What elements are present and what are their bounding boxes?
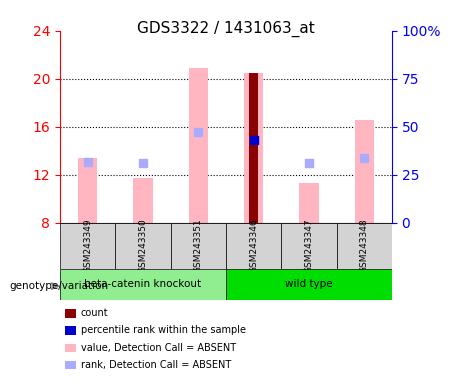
Text: GSM243350: GSM243350	[138, 218, 148, 273]
Bar	[244, 73, 263, 223]
Point	[250, 137, 257, 143]
FancyBboxPatch shape	[337, 223, 392, 269]
Bar	[248, 73, 258, 223]
Bar	[65, 326, 76, 335]
Text: beta-catenin knockout: beta-catenin knockout	[84, 279, 201, 289]
FancyBboxPatch shape	[226, 269, 392, 300]
Text: rank, Detection Call = ABSENT: rank, Detection Call = ABSENT	[81, 360, 231, 370]
Bar	[65, 344, 76, 352]
Text: genotype/variation: genotype/variation	[9, 281, 108, 291]
Bar	[189, 68, 208, 223]
FancyBboxPatch shape	[115, 223, 171, 269]
Text: count: count	[81, 308, 108, 318]
FancyBboxPatch shape	[171, 223, 226, 269]
Point	[195, 129, 202, 135]
FancyBboxPatch shape	[226, 223, 281, 269]
Point	[361, 155, 368, 161]
FancyBboxPatch shape	[60, 269, 226, 300]
Bar	[355, 119, 374, 223]
Point	[139, 160, 147, 166]
Bar	[65, 361, 76, 369]
Text: GSM243346: GSM243346	[249, 218, 258, 273]
Text: GSM243351: GSM243351	[194, 218, 203, 273]
Text: GSM243347: GSM243347	[304, 218, 313, 273]
Text: GSM243349: GSM243349	[83, 218, 92, 273]
FancyBboxPatch shape	[60, 223, 115, 269]
Text: GSM243348: GSM243348	[360, 218, 369, 273]
Text: value, Detection Call = ABSENT: value, Detection Call = ABSENT	[81, 343, 236, 353]
Bar	[78, 158, 97, 223]
Text: wild type: wild type	[285, 279, 333, 289]
Text: GDS3322 / 1431063_at: GDS3322 / 1431063_at	[137, 21, 315, 37]
Bar	[299, 183, 319, 223]
FancyBboxPatch shape	[281, 223, 337, 269]
Bar	[65, 309, 76, 318]
Point	[84, 159, 91, 165]
Text: percentile rank within the sample: percentile rank within the sample	[81, 325, 246, 335]
Point	[305, 160, 313, 166]
Bar	[133, 178, 153, 223]
